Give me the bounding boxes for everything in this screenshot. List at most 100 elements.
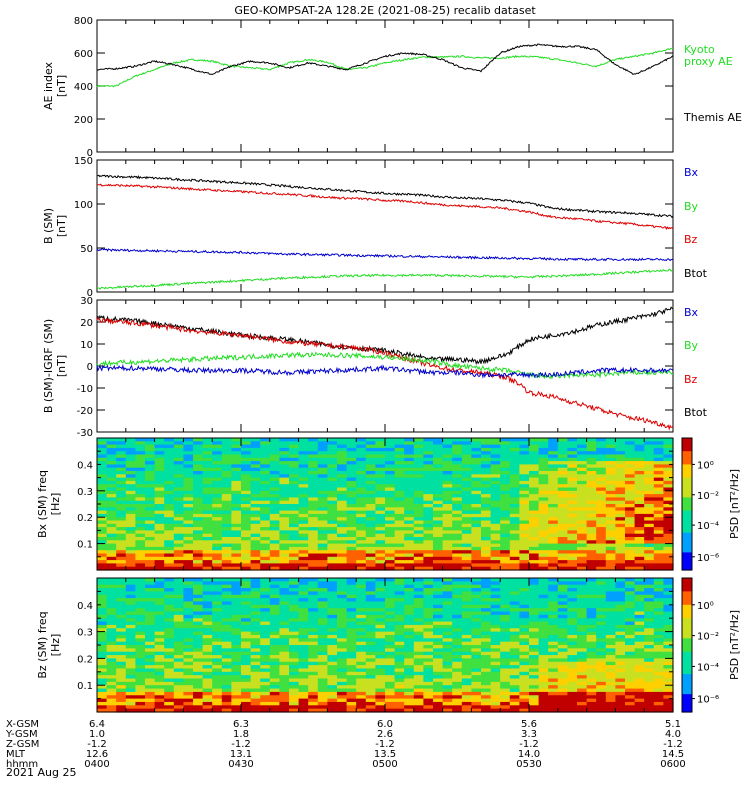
heatmap-cell xyxy=(135,638,146,643)
heatmap-cell xyxy=(298,471,309,475)
heatmap-cell xyxy=(625,546,636,551)
heatmap-cell xyxy=(413,611,424,616)
heatmap-cell xyxy=(557,507,568,512)
heatmap-cell xyxy=(231,601,242,606)
heatmap-cell xyxy=(394,604,405,609)
colorbar-segment xyxy=(682,493,692,496)
heatmap-cell xyxy=(596,691,607,696)
heatmap-cell xyxy=(519,705,530,710)
heatmap-cell xyxy=(538,550,549,555)
heatmap-cell xyxy=(97,441,108,446)
heatmap-cell xyxy=(269,490,280,495)
heatmap-cell xyxy=(615,451,626,456)
heatmap-cell xyxy=(500,556,511,561)
heatmap-cell xyxy=(433,611,444,616)
heatmap-cell xyxy=(500,451,511,456)
heatmap-cell xyxy=(548,588,559,592)
heatmap-cell xyxy=(365,624,376,629)
heatmap-cell xyxy=(116,591,127,596)
heatmap-cell xyxy=(375,497,386,502)
heatmap-cell xyxy=(327,685,338,690)
heatmap-cell xyxy=(125,553,136,558)
heatmap-cell xyxy=(586,490,597,495)
heatmap-cell xyxy=(279,533,290,538)
colorbar-segment xyxy=(682,484,692,487)
heatmap-cell xyxy=(289,444,300,449)
heatmap-cell xyxy=(481,471,492,475)
heatmap-cell xyxy=(375,618,386,623)
heatmap-cell xyxy=(183,520,194,525)
heatmap-cell xyxy=(97,523,108,528)
heatmap-cell xyxy=(548,628,559,633)
colorbar-segment xyxy=(682,510,692,514)
heatmap-cell xyxy=(481,438,492,442)
heatmap-cell xyxy=(394,608,405,613)
heatmap-cell xyxy=(365,523,376,528)
heatmap-cell xyxy=(97,553,108,558)
heatmap-cell xyxy=(413,671,424,676)
heatmap-cell xyxy=(221,601,232,606)
heatmap-cell xyxy=(538,661,549,666)
colorbar-frame xyxy=(681,437,693,571)
heatmap-cell xyxy=(298,484,309,489)
heatmap-cell xyxy=(548,708,559,713)
heatmap-cell xyxy=(260,685,271,690)
heatmap-cell xyxy=(433,457,444,462)
heatmap-cell xyxy=(442,705,453,710)
heatmap-cell xyxy=(221,523,232,528)
heatmap-cell xyxy=(500,543,511,548)
heatmap-cell xyxy=(577,523,588,528)
heatmap-cell xyxy=(279,581,290,586)
heatmap-cell xyxy=(644,490,655,495)
heatmap-cell xyxy=(605,546,616,551)
heatmap-cell xyxy=(413,550,424,555)
heatmap-cell xyxy=(356,556,367,561)
heatmap-cell xyxy=(471,467,482,472)
heatmap-cell xyxy=(202,553,213,558)
heatmap-cell xyxy=(269,578,280,582)
heatmap-cell xyxy=(145,631,156,636)
heatmap-cell xyxy=(298,563,309,568)
heatmap-cell xyxy=(423,550,434,555)
heatmap-cell xyxy=(145,651,156,656)
heatmap-cell xyxy=(394,546,405,551)
heatmap-cell xyxy=(557,681,568,686)
heatmap-cell xyxy=(154,601,165,606)
heatmap-cell xyxy=(577,480,588,485)
heatmap-cell xyxy=(346,504,357,508)
heatmap-cell xyxy=(375,454,386,459)
heatmap-cell xyxy=(385,614,396,619)
heatmap-cell xyxy=(375,461,386,465)
heatmap-cell xyxy=(231,530,242,535)
heatmap-cell xyxy=(365,588,376,592)
heatmap-cell xyxy=(452,477,463,482)
heatmap-cell xyxy=(586,578,597,582)
heatmap-cell xyxy=(346,474,357,479)
heatmap-cell xyxy=(154,533,165,538)
heatmap-cell xyxy=(413,484,424,489)
heatmap-cell xyxy=(404,556,415,561)
heatmap-cell xyxy=(615,517,626,522)
heatmap-cell xyxy=(615,504,626,508)
heatmap-cell xyxy=(385,584,396,589)
heatmap-cell xyxy=(365,621,376,626)
heatmap-cell xyxy=(337,658,348,663)
heatmap-cell xyxy=(212,530,223,535)
heatmap-cell xyxy=(634,457,645,462)
heatmap-cell xyxy=(337,695,348,700)
heatmap-cell xyxy=(308,705,319,710)
heatmap-cell xyxy=(529,608,540,613)
heatmap-cell xyxy=(625,594,636,599)
heatmap-cell xyxy=(509,621,520,626)
heatmap-cell xyxy=(375,578,386,582)
heatmap-cell xyxy=(548,556,559,561)
heatmap-cell xyxy=(116,566,127,571)
heatmap-cell xyxy=(625,441,636,446)
heatmap-cell xyxy=(116,648,127,653)
heatmap-cell xyxy=(289,513,300,518)
heatmap-cell xyxy=(145,523,156,528)
heatmap-cell xyxy=(173,441,184,446)
heatmap-cell xyxy=(135,513,146,518)
heatmap-cell xyxy=(365,608,376,613)
